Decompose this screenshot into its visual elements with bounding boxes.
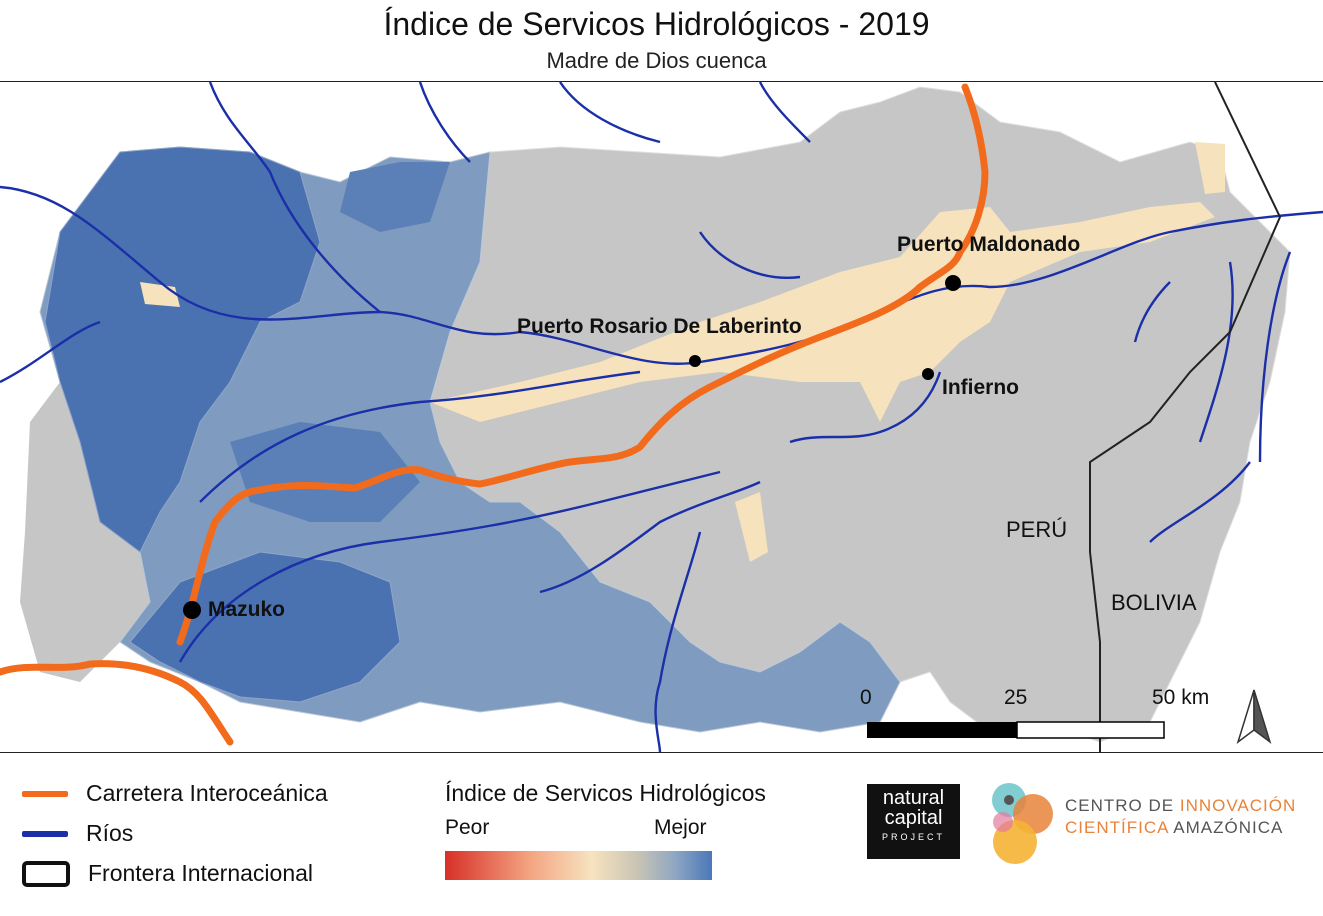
natural-capital-logo: natural capital PROJECT — [867, 784, 960, 859]
road-interoceanica — [0, 83, 989, 746]
basin-dark-blue-north — [340, 162, 450, 232]
label-puerto-maldonado: Puerto Maldonado — [897, 233, 1081, 256]
label-mazuko: Mazuko — [208, 598, 286, 621]
border-swatch — [22, 860, 70, 887]
town-marker-mazuko[interactable] — [183, 601, 201, 619]
north-arrow-icon — [1236, 689, 1272, 744]
legend-road-label: Carretera Interoceánica — [86, 780, 328, 806]
basin-dark-blue-west — [44, 146, 321, 553]
label-laberinto: Puerto Rosario De Laberinto — [517, 315, 802, 338]
rivers-layer — [0, 82, 1323, 752]
gradient-title: Índice de Servicos Hidrológicos — [445, 780, 766, 806]
legend-border: Frontera Internacional — [22, 860, 313, 887]
cinca-text-line1: CENTRO DE INNOVACIÓN — [1065, 796, 1297, 815]
scale-label-25: 25 — [1004, 686, 1028, 709]
basin-dark-blue-mid — [230, 422, 420, 522]
gradient-high-label: Mejor — [654, 816, 707, 839]
label-infierno: Infierno — [942, 376, 1019, 399]
legend-rivers-label: Ríos — [86, 820, 134, 846]
legend-border-label: Frontera Internacional — [88, 860, 314, 886]
cream-patch-south — [735, 492, 768, 562]
road-swatch — [22, 790, 68, 797]
legend-road: Carretera Interoceánica — [22, 780, 328, 807]
cream-corridor-river — [430, 202, 1215, 422]
map-canvas[interactable]: Puerto Maldonado Puerto Rosario De Laber… — [0, 81, 1323, 753]
scale-label-50: 50 km — [1152, 686, 1210, 709]
label-bolivia: BOLIVIA — [1111, 590, 1197, 615]
cinca-text-line2: CIENTÍFICA AMAZÓNICA — [1065, 818, 1284, 837]
gradient-low-label: Peor — [445, 816, 490, 839]
cream-patch-west — [140, 282, 180, 307]
cinca-logo-icon — [992, 783, 1053, 864]
scale-label-0: 0 — [860, 686, 872, 709]
cream-patch-northeast — [1195, 142, 1225, 194]
town-marker-laberinto[interactable] — [689, 355, 701, 367]
scale-bar-black — [867, 722, 1017, 738]
legend-rivers: Ríos — [22, 820, 133, 847]
scale-bar-white — [1016, 721, 1165, 739]
rivers-swatch — [22, 830, 68, 837]
map-subtitle: Madre de Dios cuenca — [546, 48, 767, 73]
ncp-line1: natural — [882, 787, 945, 809]
gradient-color-bar — [445, 851, 712, 880]
ncp-line2: capital — [884, 807, 943, 829]
map-title: Índice de Servicos Hidrológicos - 2019 — [383, 6, 930, 42]
label-peru: PERÚ — [1006, 517, 1068, 542]
ncp-line3: PROJECT — [881, 832, 945, 842]
town-marker-puerto-maldonado[interactable] — [945, 275, 961, 291]
town-marker-infierno[interactable] — [922, 368, 934, 380]
map-svg — [0, 82, 1323, 752]
international-border — [1089, 82, 1282, 752]
basin-grey-west — [20, 382, 150, 682]
